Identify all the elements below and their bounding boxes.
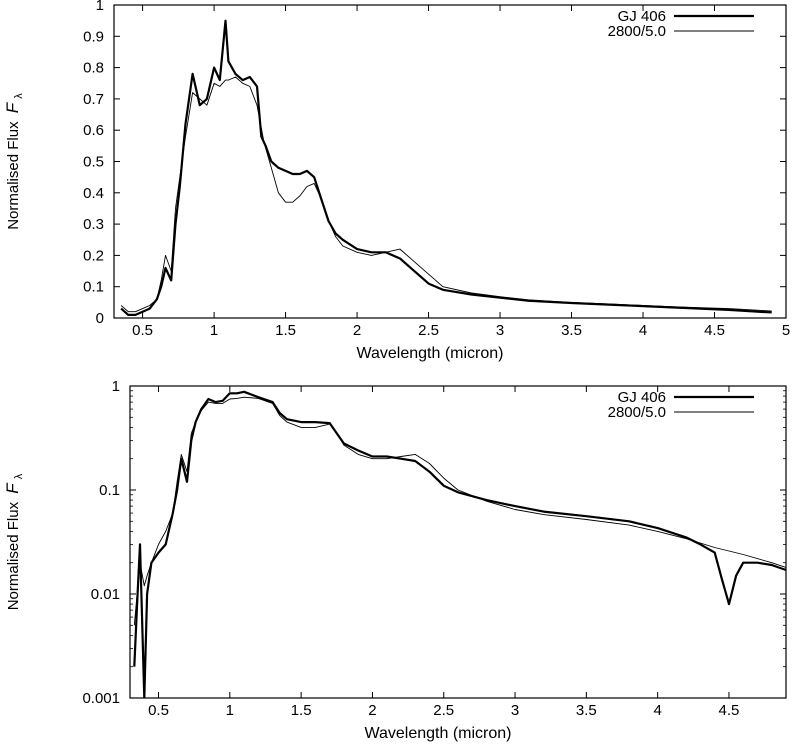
x-tick-label: 1.5 [291, 702, 312, 719]
series-lines [133, 390, 786, 698]
y-tick-label: 0.4 [83, 185, 104, 202]
y-ticks: 0 0.1 0.2 0.3 0.4 0.5 0.6 0.7 0.8 0.9 1 [83, 0, 786, 327]
x-tick-label: 1 [210, 322, 218, 339]
legend-entry-gj406: GJ 406 [618, 8, 666, 25]
x-tick-label: 4 [653, 702, 661, 719]
x-tick-label: 4.5 [704, 322, 725, 339]
x-tick-label: 5 [782, 322, 790, 339]
legend-entry-2800-5: 2800/5.0 [608, 404, 666, 421]
x-tick-label: 1 [226, 702, 234, 719]
y-tick-label: 0.1 [83, 279, 104, 296]
y-tick-label: 0.1 [99, 482, 120, 499]
plot-frame [129, 385, 787, 699]
y-tick-label: 0 [96, 310, 104, 327]
x-tick-label: 2.5 [433, 702, 454, 719]
x-tick-label: 2.5 [418, 322, 439, 339]
series-line-2800-5 [133, 396, 786, 626]
y-tick-label: 0.001 [82, 690, 120, 707]
y-tick-label: 0.9 [83, 28, 104, 45]
y-tick-label: 0.6 [83, 122, 104, 139]
x-tick-label: 3 [511, 702, 519, 719]
x-tick-label: 0.5 [148, 702, 169, 719]
y-axis-label-symbol: F [3, 101, 22, 113]
legend-entry-gj406: GJ 406 [618, 389, 666, 406]
x-ticks: 0.5 1 1.5 2 2.5 3 3.5 4 4.5 [148, 386, 739, 719]
y-axis-label-symbol: F [3, 482, 22, 494]
y-ticks: 0.001 0.01 0.1 1 [82, 378, 786, 707]
y-tick-label: 0.8 [83, 60, 104, 77]
x-tick-label: 3 [496, 322, 504, 339]
y-axis-label-subscript: λ [13, 473, 25, 479]
log-panel: 0.5 1 1.5 2 2.5 3 3.5 4 4.5 0.001 0.01 0.1 1 Wavele… [3, 378, 787, 742]
y-tick-label: 1 [112, 378, 120, 395]
y-tick-label: 0.2 [83, 247, 104, 264]
x-ticks: 0.5 1 1.5 2 2.5 3 3.5 4 4.5 5 [132, 5, 790, 339]
x-tick-label: 0.5 [132, 322, 153, 339]
x-axis-label: Wavelength (micron) [356, 345, 503, 362]
x-tick-label: 4 [639, 322, 647, 339]
series-line-gj406 [120, 19, 772, 316]
y-axis-label-text: Normalised Flux [5, 121, 22, 230]
x-tick-label: 3.5 [561, 322, 582, 339]
legend: GJ 406 2800/5.0 [608, 8, 754, 40]
series-line-2800-5 [120, 76, 772, 313]
y-axis-label: Normalised Flux F λ [3, 473, 25, 610]
series-lines [120, 19, 772, 316]
y-tick-label: 1 [96, 0, 104, 14]
x-tick-label: 4.5 [719, 702, 740, 719]
linear-panel: 0.5 1 1.5 2 2.5 3 3.5 4 4.5 5 0 0.1 0.2 0.3 0.4 0.5 0.6… [3, 0, 790, 362]
y-axis-label-text: Normalised Flux [5, 501, 22, 610]
y-axis-label-subscript: λ [13, 93, 25, 99]
legend: GJ 406 2800/5.0 [608, 389, 754, 421]
x-tick-label: 2 [368, 702, 376, 719]
y-tick-label: 0.3 [83, 216, 104, 233]
y-tick-label: 0.01 [91, 586, 120, 603]
y-axis-label: Normalised Flux F λ [3, 93, 25, 230]
y-tick-label: 0.7 [83, 91, 104, 108]
series-line-gj406 [133, 390, 786, 698]
x-tick-label: 2 [353, 322, 361, 339]
legend-entry-2800-5: 2800/5.0 [608, 23, 666, 40]
x-axis-label: Wavelength (micron) [364, 725, 511, 742]
x-tick-label: 3.5 [576, 702, 597, 719]
y-tick-label: 0.5 [83, 154, 104, 171]
x-tick-label: 1.5 [275, 322, 296, 339]
